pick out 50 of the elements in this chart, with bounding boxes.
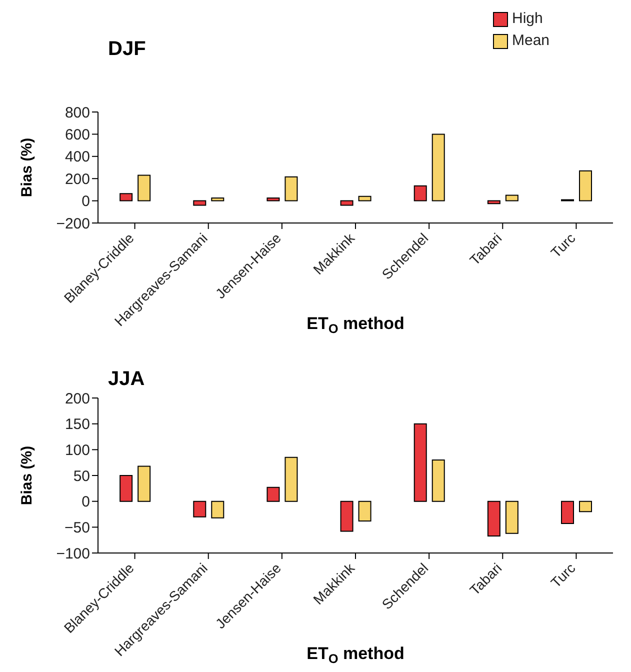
- bar: [432, 460, 445, 502]
- bar: [120, 193, 133, 202]
- y-tick-label: 800: [64, 104, 90, 122]
- y-tick-label: 0: [82, 193, 90, 210]
- y-tick-label: 200: [64, 390, 90, 408]
- y-tick-label: −100: [56, 545, 90, 562]
- y-tick-label: 50: [73, 468, 90, 485]
- bar: [505, 194, 518, 202]
- bar: [266, 486, 280, 502]
- x-tick-label: Turc: [548, 230, 578, 261]
- bar: [138, 466, 151, 502]
- bar: [340, 200, 354, 206]
- bar: [284, 176, 298, 202]
- y-axis-title: Bias (%): [18, 138, 36, 198]
- bar: [561, 500, 574, 524]
- x-tick-label: Turc: [548, 560, 578, 591]
- bar: [487, 500, 500, 536]
- chart-title: JJA: [108, 368, 145, 391]
- y-tick-label: 150: [64, 416, 90, 434]
- y-tick-label: 0: [82, 494, 90, 511]
- bar: [340, 500, 354, 532]
- y-tick-label: 200: [64, 170, 90, 188]
- bar: [138, 174, 151, 202]
- bar: [432, 134, 445, 202]
- bar: [266, 198, 280, 202]
- bar: [193, 200, 206, 206]
- legend-label: High: [511, 9, 544, 29]
- bar: [579, 500, 592, 512]
- bar: [211, 198, 224, 202]
- x-axis-title: ET$_{O}$ method: [306, 644, 404, 666]
- y-tick-label: 400: [64, 148, 90, 166]
- y-tick-label: −50: [64, 519, 90, 536]
- bar: [487, 200, 500, 204]
- legend-label: Mean: [511, 31, 551, 51]
- y-axis-title: Bias (%): [18, 446, 36, 506]
- x-axis-title: ET$_{O}$ method: [306, 314, 404, 336]
- bar: [505, 500, 518, 534]
- y-tick-label: 600: [64, 126, 90, 144]
- bar: [358, 196, 372, 202]
- bar: [579, 170, 592, 202]
- bar: [211, 500, 224, 518]
- chart-title: DJF: [108, 38, 146, 61]
- bar: [358, 500, 372, 522]
- y-tick-label: 100: [64, 442, 90, 459]
- bar: [414, 185, 427, 202]
- bar: [284, 456, 298, 502]
- bar: [120, 475, 133, 502]
- bar: [414, 423, 427, 502]
- y-tick-label: −200: [56, 215, 90, 232]
- bar: [193, 500, 206, 518]
